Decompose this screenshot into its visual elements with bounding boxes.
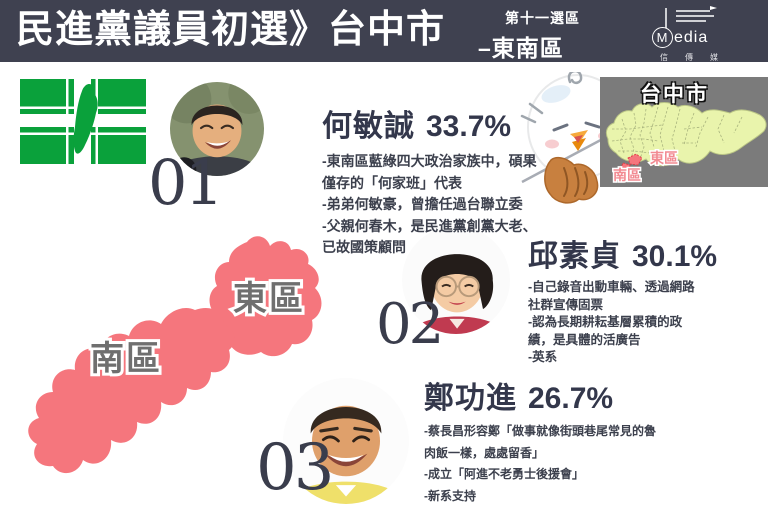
- minimap-east-label: 東區: [650, 150, 678, 166]
- taichung-minimap: 東區 南區 台中市: [600, 77, 768, 187]
- minimap-title: 台中市: [640, 83, 709, 106]
- candidate-info-2: 邱素貞 30.1% -自己錄音出動車輛、透過網路社群宣傳固票 -認為長期耕耘基層累…: [528, 231, 763, 367]
- candidate-bullet: -自己錄音出動車輛、透過網路社群宣傳固票: [528, 280, 695, 312]
- east-district-shape: [209, 236, 322, 357]
- candidate-bullet: -認為長期耕耘基層累積的政績，是具體的活廣告: [528, 315, 683, 347]
- candidate-bullets-1: -東南區藍綠四大政治家族中，碩果僅存的「何家班」代表 -弟弟何敏豪，曾擔任過台聯…: [322, 151, 548, 259]
- candidate-bullet: -父親何春木，是民進黨創黨大老、已故國策顧問: [322, 217, 537, 256]
- candidate-bullets-2: -自己錄音出動車輛、透過網路社群宣傳固票 -認為長期耕耘基層累積的政績，是具體的…: [528, 279, 700, 367]
- district-number: 第十一選區: [505, 10, 580, 26]
- rank-number-2: 02: [376, 292, 444, 357]
- page-title: 民進黨議員初選》台中市: [16, 9, 446, 51]
- cmedia-logo-icon: [652, 5, 752, 29]
- candidate-percentage-3: 26.7%: [528, 382, 614, 415]
- south-district-shape: [28, 307, 235, 474]
- candidate-bullet: -東南區藍綠四大政治家族中，碩果僅存的「何家班」代表: [322, 153, 537, 191]
- district-subtitle: 第十一選區 –東南區: [478, 8, 580, 63]
- candidate-bullet: -蔡長昌形容鄭「做事就像街頭巷尾常見的魯肉飯一樣，處處留香」: [424, 424, 656, 460]
- pointer-stick-icon: [521, 132, 613, 184]
- candidate-name-2: 邱素貞: [528, 240, 621, 273]
- wordmark-rest: edia: [674, 28, 709, 46]
- candidate-name-3: 鄭功進: [424, 382, 517, 415]
- taichung-map-icon: 東區 南區: [605, 102, 767, 185]
- candidate-bullet: -英系: [528, 350, 558, 364]
- taiwan-island-icon: [73, 83, 98, 154]
- dpp-flag-icon: [20, 79, 146, 164]
- district-map-illustration: 東區 南區: [28, 236, 322, 474]
- rank-number-1: 01: [148, 146, 224, 219]
- candidate-bullet: -成立「阿進不老勇士後援會」: [424, 467, 584, 481]
- candidate-photo-2: [402, 226, 510, 334]
- candidate-percentage-2: 30.1%: [632, 240, 718, 273]
- circled-m-icon: M: [652, 27, 673, 48]
- candidate-bullets-3: -蔡長昌形容鄭「做事就像街頭巷尾常見的魯肉飯一樣，處處留香」 -成立「阿進不老勇…: [424, 421, 666, 507]
- cmedia-chinese-name: 信傳媒: [660, 53, 735, 62]
- candidate-photo-1: [170, 82, 264, 176]
- bigmap-east-label: 東區: [233, 280, 305, 318]
- district-name: –東南區: [478, 35, 564, 61]
- candidate-name-1: 何敏誠: [322, 110, 415, 143]
- bigmap-south-label: 南區: [90, 340, 162, 378]
- minimap-south-label: 南區: [613, 167, 641, 183]
- rank-number-3: 03: [256, 431, 334, 505]
- candidate-bullet: -弟弟何敏豪，曾擔任過台聯立委: [322, 196, 523, 212]
- candidate-percentage-1: 33.7%: [426, 110, 512, 143]
- candidate-photo-3: [283, 378, 409, 504]
- candidate-bullet: -新系支持: [424, 488, 476, 503]
- candidate-info-1: 何敏誠 33.7% -東南區藍綠四大政治家族中，碩果僅存的「何家班」代表 -弟弟何…: [322, 101, 562, 259]
- candidate-info-3: 鄭功進 26.7% -蔡長昌形容鄭「做事就像街頭巷尾常見的魯肉飯一樣，處處留香」 …: [424, 373, 684, 507]
